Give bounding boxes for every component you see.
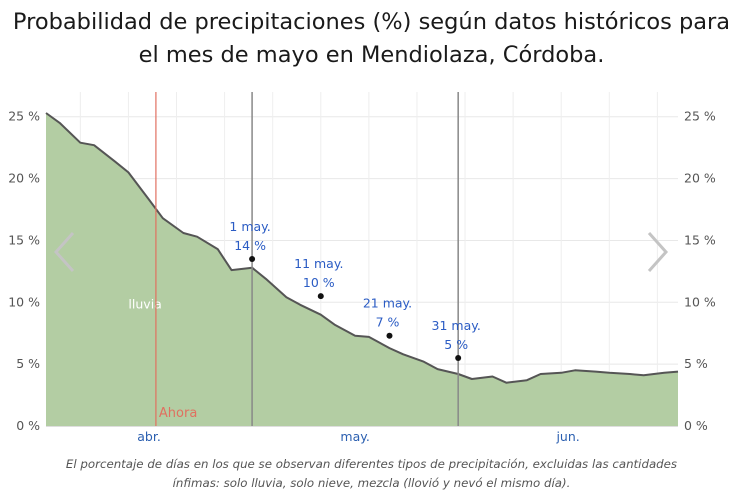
caption-line-1: El porcentaje de días en los que se obse… bbox=[65, 457, 678, 471]
y-tick-label-left: 25 % bbox=[8, 109, 40, 124]
annotations: 1 may. 14 % 11 may. 10 % 21 may. 7 % 31 may. 5 … bbox=[229, 219, 481, 361]
annotation-value: 7 % bbox=[376, 315, 400, 330]
annotation-date: 1 may. bbox=[229, 219, 270, 234]
annotation-date: 21 may. bbox=[363, 296, 412, 311]
data-point bbox=[386, 332, 393, 339]
y-tick-label-left: 20 % bbox=[8, 171, 40, 186]
series-label: lluvia bbox=[128, 296, 161, 311]
chart-title: Probabilidad de precipitaciones (%) segú… bbox=[0, 6, 743, 72]
annotation-value: 5 % bbox=[444, 337, 468, 352]
annotation-date: 11 may. bbox=[294, 256, 343, 271]
data-point bbox=[455, 354, 462, 361]
y-tick-label-right: 0 % bbox=[684, 418, 708, 433]
now-label: Ahora bbox=[159, 406, 197, 421]
y-tick-label-right: 20 % bbox=[684, 171, 716, 186]
x-tick-label: jun. bbox=[555, 429, 579, 444]
data-point bbox=[249, 256, 256, 262]
x-tick-label: may. bbox=[340, 429, 369, 444]
y-tick-label-right: 15 % bbox=[684, 232, 716, 247]
annotation-date: 31 may. bbox=[432, 318, 481, 333]
precipitation-chart: lluvia Ahora 0 % 0 % 5 % 5 % 10 % 10 % 15 % 15 … bbox=[8, 92, 716, 444]
y-tick-label-right: 25 % bbox=[684, 109, 716, 124]
y-tick-label-right: 5 % bbox=[684, 356, 708, 371]
series-area: lluvia bbox=[45, 112, 679, 426]
annotation-value: 14 % bbox=[234, 238, 266, 253]
chart-title-line-1: Probabilidad de precipitaciones (%) segú… bbox=[12, 9, 731, 35]
prev-arrow-icon[interactable] bbox=[53, 231, 75, 273]
chart-title-line-2: el mes de mayo en Mendiolaza, Córdoba. bbox=[138, 42, 605, 68]
next-arrow-icon[interactable] bbox=[647, 231, 669, 273]
y-tick-label-left: 15 % bbox=[8, 232, 40, 247]
chart-caption: El porcentaje de días en los que se obse… bbox=[0, 455, 743, 493]
data-point bbox=[317, 293, 324, 300]
y-tick-label-left: 0 % bbox=[16, 418, 40, 433]
x-tick-label: abr. bbox=[137, 429, 161, 444]
y-tick-label-right: 10 % bbox=[684, 294, 716, 309]
annotation-value: 10 % bbox=[303, 275, 335, 290]
series-line bbox=[45, 112, 679, 384]
y-tick-label-left: 10 % bbox=[8, 294, 40, 309]
y-tick-label-left: 5 % bbox=[16, 356, 40, 371]
axes: 0 % 0 % 5 % 5 % 10 % 10 % 15 % 15 % 20 % 20 % 25 %… bbox=[8, 109, 716, 444]
series-area-fill bbox=[46, 113, 678, 426]
caption-line-2: ínfimas: solo lluvia, solo nieve, mezcla… bbox=[172, 476, 571, 490]
